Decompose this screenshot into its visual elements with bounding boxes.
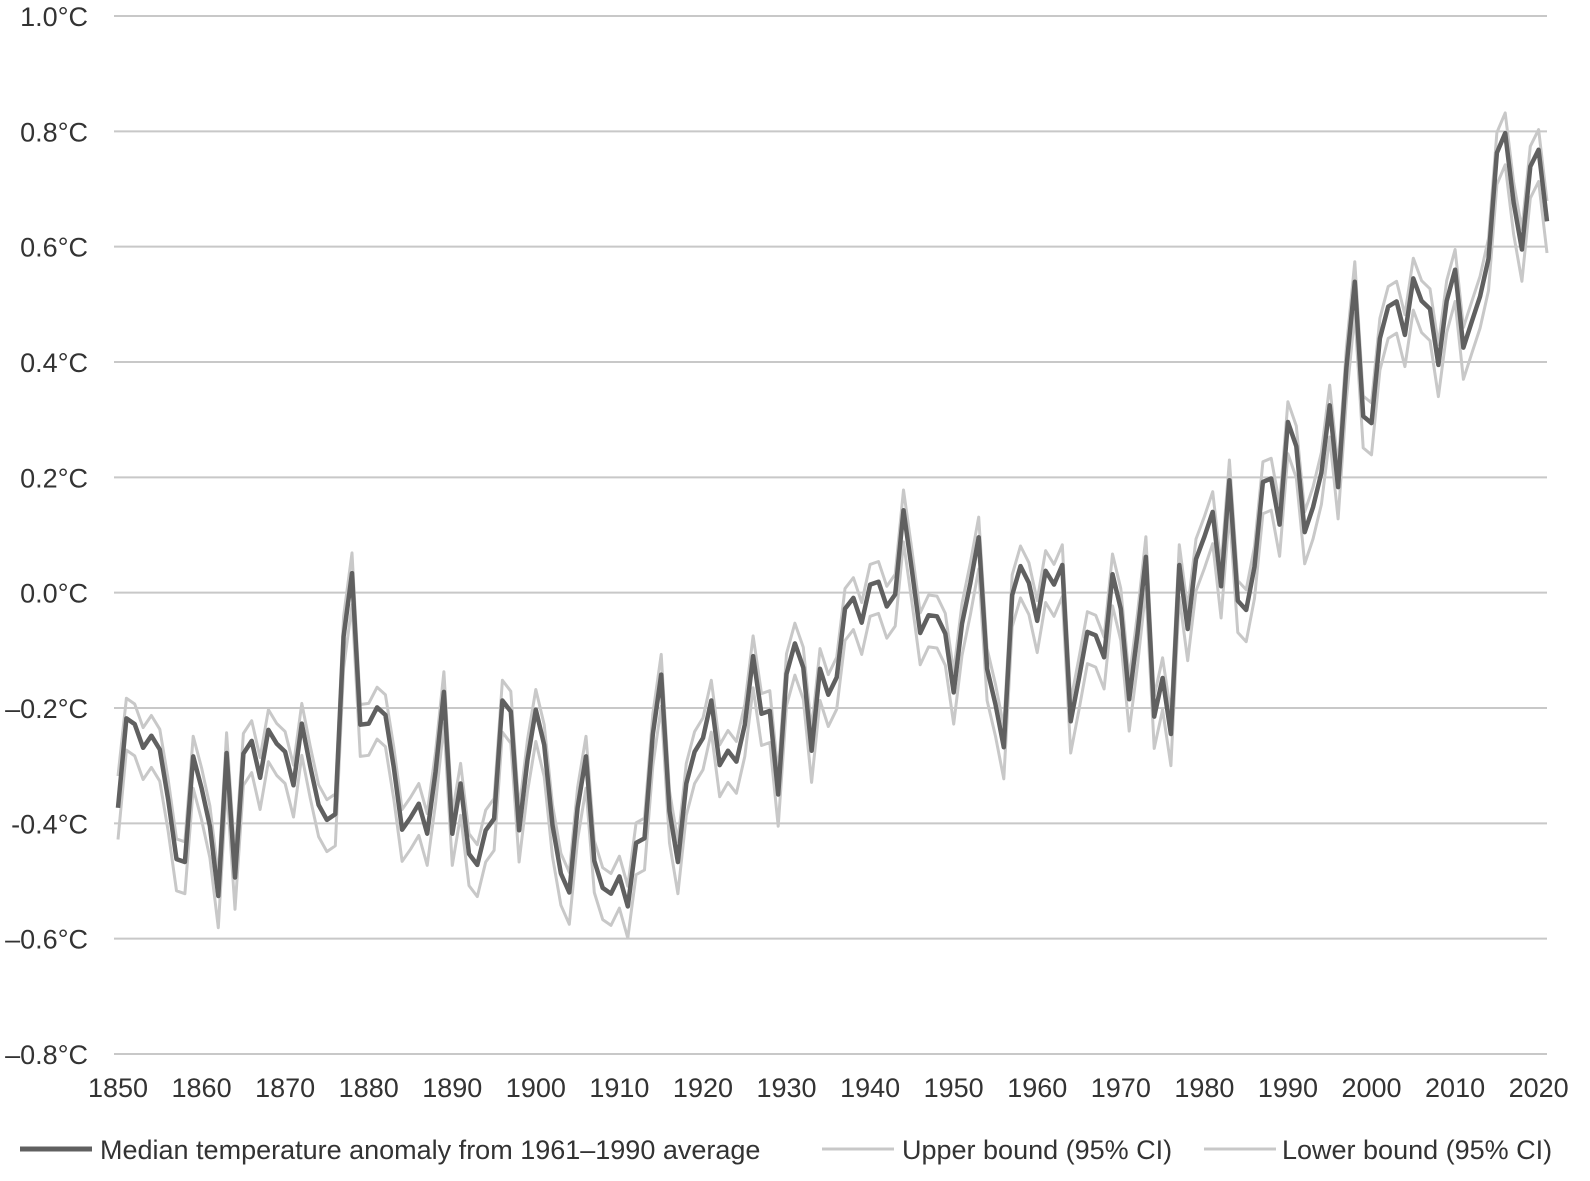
series-line-median: [115, 130, 1550, 909]
x-tick-label: 1870: [255, 1073, 315, 1103]
x-tick-label: 1960: [1007, 1073, 1067, 1103]
legend-label-median: Median temperature anomaly from 1961–199…: [100, 1135, 760, 1165]
x-tick-label: 1980: [1174, 1073, 1234, 1103]
series-lines: [115, 111, 1550, 940]
x-tick-label: 1910: [589, 1073, 649, 1103]
x-axis-tick-labels: 1850 1860 1870 1880 1890 1900 1910 1920 1930 1940…: [88, 1073, 1569, 1103]
x-tick-label: 1970: [1091, 1073, 1151, 1103]
x-tick-label: 1950: [924, 1073, 984, 1103]
y-tick-label: –0.2°C: [5, 694, 88, 724]
series-line-lower-bound: [116, 163, 1549, 940]
y-tick-label: 0.6°C: [20, 233, 88, 263]
y-tick-label: –0.6°C: [5, 925, 88, 955]
legend: Median temperature anomaly from 1961–199…: [20, 1135, 1552, 1165]
x-tick-label: 1900: [506, 1073, 566, 1103]
x-tick-label: 2020: [1509, 1073, 1569, 1103]
y-tick-label: 0.2°C: [20, 463, 88, 493]
gridlines: [114, 15, 1547, 1055]
x-tick-label: 1930: [756, 1073, 816, 1103]
y-tick-label: 1.0°C: [20, 2, 88, 32]
x-tick-label: 1850: [88, 1073, 148, 1103]
legend-item-upper-bound: Upper bound (95% CI): [822, 1135, 1172, 1165]
legend-label-lower-bound: Lower bound (95% CI): [1282, 1135, 1552, 1165]
x-tick-label: 1990: [1258, 1073, 1318, 1103]
legend-item-median: Median temperature anomaly from 1961–199…: [20, 1135, 760, 1165]
y-tick-label: 0.0°C: [20, 579, 88, 609]
y-tick-label: -0.4°C: [11, 809, 88, 839]
y-tick-label: –0.8°C: [5, 1040, 88, 1070]
x-tick-label: 1880: [339, 1073, 399, 1103]
y-tick-label: 0.8°C: [20, 117, 88, 147]
x-tick-label: 1920: [673, 1073, 733, 1103]
x-tick-label: 2000: [1341, 1073, 1401, 1103]
y-axis-tick-labels: 1.0°C 0.8°C 0.6°C 0.4°C 0.2°C 0.0°C –0.2°C -0.4…: [5, 2, 88, 1070]
series-line-upper-bound: [116, 111, 1549, 888]
x-tick-label: 1890: [422, 1073, 482, 1103]
y-tick-label: 0.4°C: [20, 348, 88, 378]
legend-label-upper-bound: Upper bound (95% CI): [902, 1135, 1172, 1165]
x-tick-label: 2010: [1425, 1073, 1485, 1103]
x-tick-label: 1940: [840, 1073, 900, 1103]
legend-item-lower-bound: Lower bound (95% CI): [1204, 1135, 1552, 1165]
x-tick-label: 1860: [172, 1073, 232, 1103]
